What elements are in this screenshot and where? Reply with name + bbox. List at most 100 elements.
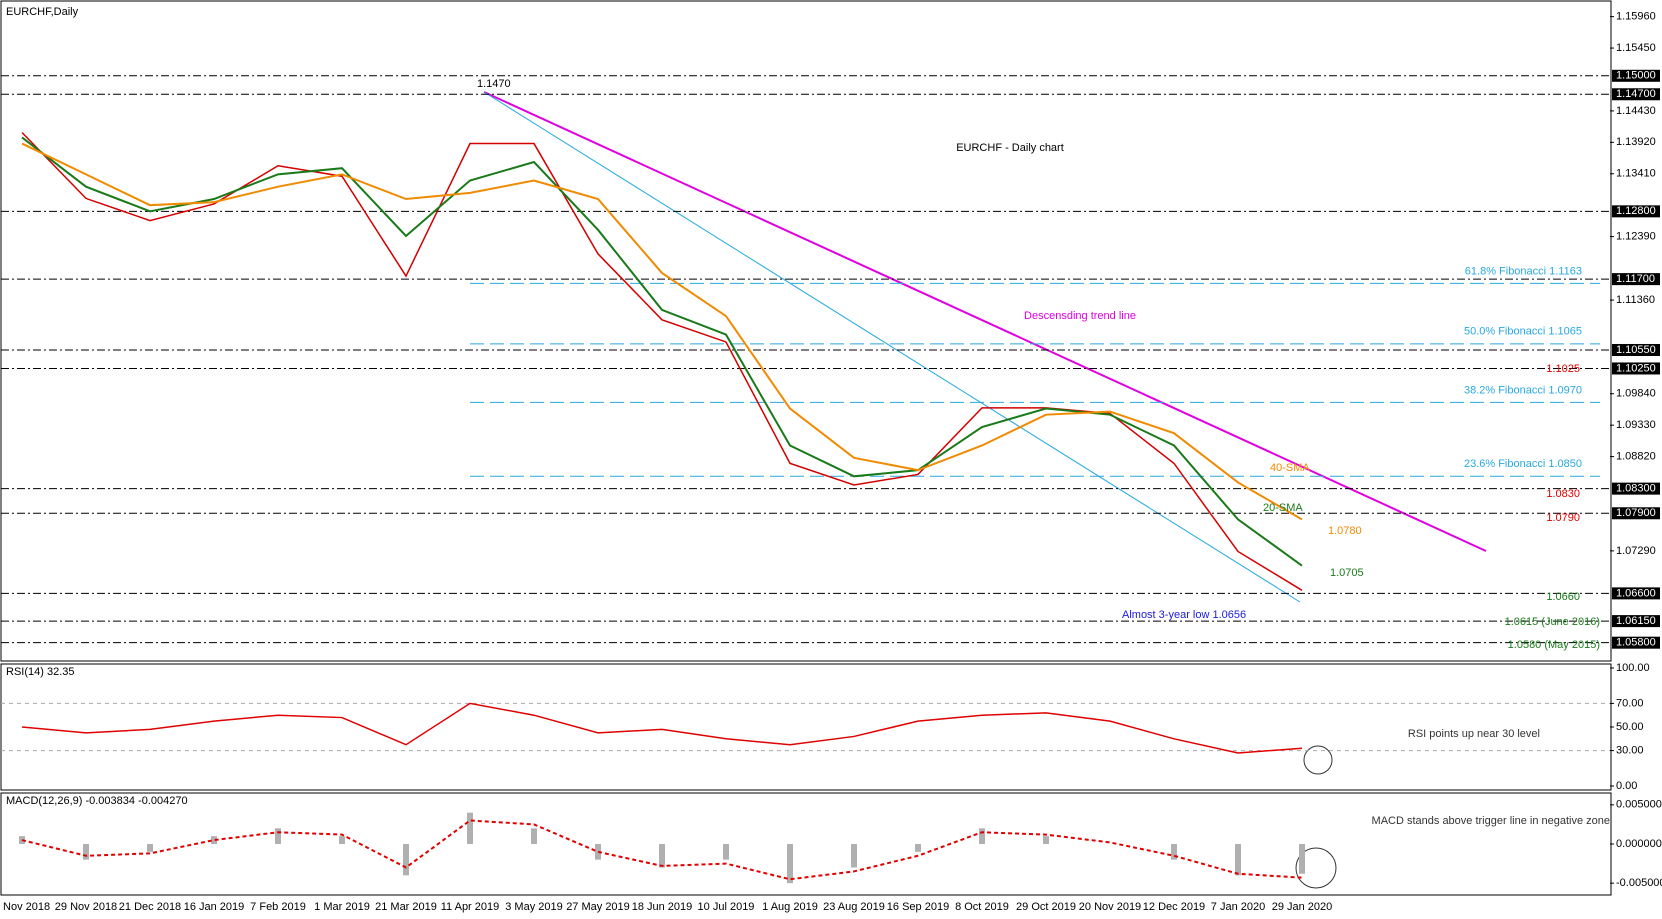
level-box xyxy=(1612,273,1660,286)
level-box xyxy=(1612,507,1660,520)
level-label: 1.10550 xyxy=(1616,344,1656,356)
level-box xyxy=(1612,587,1660,600)
fib-label: 61.8% Fibonacci 1.1163 xyxy=(1465,265,1582,277)
x-tick-label: 16 Jan 2019 xyxy=(184,901,245,913)
x-tick-label: 7 Feb 2019 xyxy=(250,901,306,913)
level-label: 1.05800 xyxy=(1616,637,1656,649)
y-tick-label: 1.14430 xyxy=(1616,105,1656,117)
x-tick-label: 10 Jul 2019 xyxy=(698,901,755,913)
annotation: 1.0580 (May 2015) xyxy=(1508,639,1600,651)
fib-label: 38.2% Fibonacci 1.0970 xyxy=(1464,384,1582,396)
annotation: 1.0660 xyxy=(1546,591,1580,603)
histogram-bar xyxy=(147,844,153,852)
level-box xyxy=(1612,343,1660,356)
annotation: 1.0705 xyxy=(1330,567,1364,579)
histogram-bar xyxy=(1043,836,1049,844)
y-tick-label: 70.00 xyxy=(1616,697,1644,709)
series-line xyxy=(21,702,1303,754)
level-label: 1.14700 xyxy=(1616,88,1656,100)
level-label: 1.11700 xyxy=(1616,273,1655,285)
histogram-bar xyxy=(1235,844,1241,876)
x-tick-label: 1 Nov 2018 xyxy=(0,901,50,913)
level-label: 1.08300 xyxy=(1616,483,1656,495)
y-tick-label: 1.13920 xyxy=(1616,136,1656,148)
macd-circle xyxy=(1295,847,1337,889)
x-tick-label: 27 May 2019 xyxy=(566,901,630,913)
histogram-bar xyxy=(211,836,217,844)
x-tick-label: 29 Oct 2019 xyxy=(1016,901,1076,913)
histogram-bar xyxy=(659,844,665,868)
histogram-bar xyxy=(531,828,537,844)
x-tick-label: 3 May 2019 xyxy=(505,901,562,913)
y-tick-label: 0.00 xyxy=(1616,780,1637,792)
y-tick-label: 1.07290 xyxy=(1616,545,1656,557)
histogram-bar xyxy=(467,812,473,844)
y-tick-label: 0.005000 xyxy=(1616,799,1662,811)
histogram-bar xyxy=(339,836,345,844)
histogram-bar xyxy=(851,844,857,868)
y-tick-label: 1.15960 xyxy=(1616,11,1656,23)
rsi-panel xyxy=(0,663,1612,791)
histogram-bar xyxy=(915,844,921,852)
price-panel xyxy=(0,0,1612,662)
series-line xyxy=(21,819,1303,881)
annotation: 40-SMA xyxy=(1270,462,1310,474)
level-label: 1.06600 xyxy=(1616,587,1656,599)
rsi-circle xyxy=(1303,745,1333,775)
histogram-bar xyxy=(723,844,729,860)
macd-panel xyxy=(0,792,1612,896)
x-tick-label: 1 Aug 2019 xyxy=(762,901,818,913)
y-tick-label: -0.005000 xyxy=(1616,877,1662,889)
x-tick-label: 12 Dec 2019 xyxy=(1143,901,1205,913)
series-line xyxy=(21,142,1303,521)
level-label: 1.12800 xyxy=(1616,205,1656,217)
channel-line xyxy=(483,91,1301,603)
y-tick-label: 1.12390 xyxy=(1616,231,1656,243)
x-tick-label: 29 Jan 2020 xyxy=(1272,901,1333,913)
x-tick-label: 1 Mar 2019 xyxy=(314,901,370,913)
x-tick-label: 7 Jan 2020 xyxy=(1211,901,1265,913)
chart-headline: EURCHF - Daily chart xyxy=(956,142,1064,154)
x-tick-label: 16 Sep 2019 xyxy=(887,901,949,913)
panel-title: EURCHF,Daily xyxy=(6,6,79,18)
y-tick-label: 100.00 xyxy=(1616,662,1650,674)
level-box xyxy=(1612,362,1660,375)
y-tick-label: 30.00 xyxy=(1616,745,1644,757)
annotation: Descensding trend line xyxy=(1024,310,1136,322)
annotation: 1.0790 xyxy=(1546,512,1580,524)
histogram-bar xyxy=(595,844,601,860)
fib-label: 50.0% Fibonacci 1.1065 xyxy=(1464,326,1582,338)
x-tick-label: 20 Nov 2019 xyxy=(1079,901,1141,913)
x-tick-label: 29 Nov 2018 xyxy=(55,901,117,913)
level-box xyxy=(1612,205,1660,218)
level-label: 1.07900 xyxy=(1616,507,1656,519)
histogram-bar xyxy=(275,828,281,844)
annotation: 1.1025 xyxy=(1546,363,1580,375)
x-tick-label: 11 Apr 2019 xyxy=(441,901,500,913)
histogram-bar xyxy=(83,844,89,860)
trend-line xyxy=(483,91,1487,552)
x-tick-label: 8 Oct 2019 xyxy=(955,901,1009,913)
annotation: RSI points up near 30 level xyxy=(1408,728,1540,740)
annotation: 1.0830 xyxy=(1546,488,1580,500)
annotation: Almost 3-year low 1.0656 xyxy=(1122,609,1246,621)
x-tick-label: 21 Mar 2019 xyxy=(375,901,437,913)
histogram-bar xyxy=(1171,844,1177,860)
annotation: 1.0615 (June 2016) xyxy=(1505,616,1600,628)
level-box xyxy=(1612,482,1660,495)
histogram-bar xyxy=(787,844,793,884)
histogram-bar xyxy=(1299,844,1305,874)
y-tick-label: 1.09840 xyxy=(1616,388,1656,400)
annotation: MACD stands above trigger line in negati… xyxy=(1372,815,1610,827)
x-tick-label: 23 Aug 2019 xyxy=(823,901,885,913)
level-label: 1.10250 xyxy=(1616,362,1656,374)
annotation: 20-SMA xyxy=(1263,502,1303,514)
level-box xyxy=(1612,69,1660,82)
y-tick-label: 50.00 xyxy=(1616,721,1644,733)
level-box xyxy=(1612,615,1660,628)
level-box xyxy=(1612,636,1660,649)
annotation: 1.1470 xyxy=(477,78,511,90)
y-tick-label: 1.13410 xyxy=(1616,168,1656,180)
panel-title: MACD(12,26,9) -0.003834 -0.004270 xyxy=(6,795,188,807)
x-tick-label: 21 Dec 2018 xyxy=(119,901,181,913)
